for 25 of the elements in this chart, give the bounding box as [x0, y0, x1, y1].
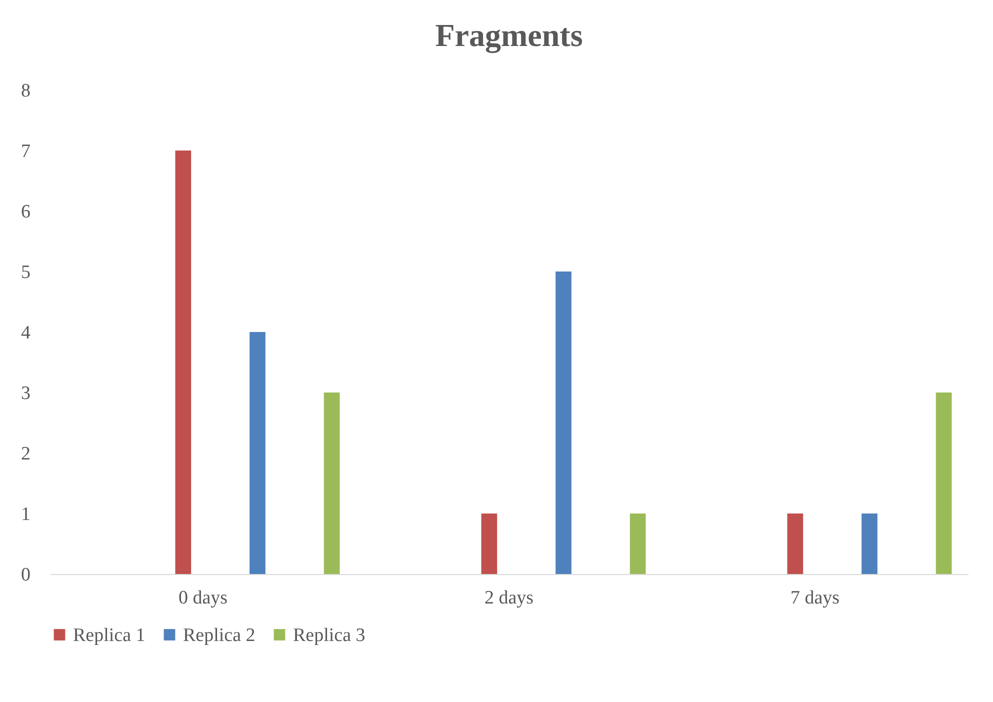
y-tick-label: 5	[21, 262, 30, 283]
y-tick-label: 6	[21, 202, 30, 222]
y-tick-label: 1	[21, 504, 30, 525]
y-tick-label: 7	[21, 141, 30, 162]
y-tick-label: 3	[21, 383, 30, 404]
x-tick-label: 2 days	[484, 588, 534, 608]
bar	[324, 392, 340, 574]
x-tick-label: 7 days	[790, 588, 840, 608]
bar	[936, 392, 952, 574]
legend-label: Replica 2	[183, 624, 256, 646]
chart-title: Fragments	[435, 17, 583, 54]
bar	[481, 514, 498, 574]
bar	[250, 332, 266, 574]
legend-label: Replica 1	[73, 624, 146, 646]
bar	[175, 150, 192, 574]
bar	[787, 514, 804, 574]
y-tick-label: 8	[21, 80, 30, 102]
bar	[630, 514, 646, 574]
x-tick-label: 0 days	[178, 588, 228, 608]
bar	[556, 272, 572, 574]
bar	[862, 514, 878, 574]
y-tick-label: 2	[21, 444, 30, 464]
y-tick-label: 0	[21, 564, 30, 586]
y-tick-label: 4	[21, 322, 31, 344]
legend-label: Replica 3	[293, 624, 366, 646]
